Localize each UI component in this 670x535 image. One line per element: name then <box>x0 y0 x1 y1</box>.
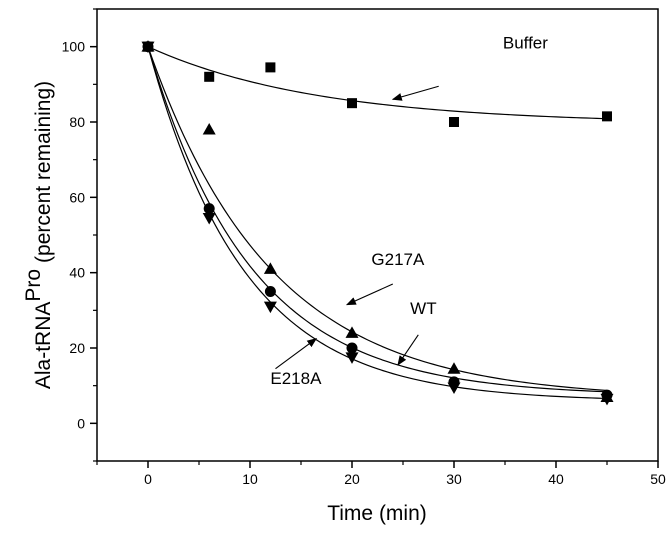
y-tick-label-60: 60 <box>69 189 85 205</box>
y-axis-title-main: Ala-tRNA <box>32 302 55 390</box>
point-buffer-3 <box>347 98 357 108</box>
x-tick-label-20: 20 <box>344 471 360 487</box>
point-g217a-3 <box>346 326 359 338</box>
x-tick-label-30: 30 <box>446 471 462 487</box>
axis-ticks: 0 10 20 30 40 50 0 20 40 60 80 100 <box>62 9 666 487</box>
fit-curve-g217a <box>148 47 607 391</box>
point-wt-2 <box>265 286 276 297</box>
annotation-arrow-wt <box>398 335 418 365</box>
point-buffer-1 <box>204 72 214 82</box>
point-wt-1 <box>204 203 215 214</box>
fit-curves <box>148 47 607 399</box>
annotation-arrow-e218a <box>276 339 317 369</box>
annotation-arrow-buffer <box>393 86 439 99</box>
point-g217a-1 <box>203 123 216 135</box>
y-axis-title-superscript: Pro <box>22 269 45 302</box>
y-axis-title-paren: (percent remaining) <box>32 81 55 263</box>
fit-curve-e218a <box>148 47 607 399</box>
data-points <box>142 40 614 405</box>
annotations: Buffer G217A WT E218A <box>270 34 548 388</box>
fit-curve-wt <box>148 47 607 392</box>
plot-frame <box>97 9 658 461</box>
point-e218a-3 <box>346 352 359 364</box>
x-tick-label-10: 10 <box>242 471 258 487</box>
y-tick-label-80: 80 <box>69 114 85 130</box>
x-tick-label-40: 40 <box>548 471 564 487</box>
annotation-label-buffer: Buffer <box>503 34 548 53</box>
x-tick-label-0: 0 <box>144 471 152 487</box>
y-axis-title: Ala-tRNAPro (percent remaining) <box>22 81 55 389</box>
fit-curve-buffer <box>148 47 607 119</box>
y-tick-label-20: 20 <box>69 340 85 356</box>
y-tick-label-0: 0 <box>77 415 85 431</box>
point-buffer-5 <box>602 111 612 121</box>
y-tick-label-100: 100 <box>62 39 86 55</box>
point-buffer-2 <box>265 62 275 72</box>
point-wt-3 <box>347 343 358 354</box>
y-tick-label-40: 40 <box>69 265 85 281</box>
annotation-arrow-g217a <box>347 284 393 305</box>
annotation-label-wt: WT <box>410 299 436 318</box>
point-e218a-4 <box>448 383 461 395</box>
annotation-label-g217a: G217A <box>371 250 425 269</box>
x-axis-title: Time (min) <box>327 502 427 525</box>
svg-text:Ala-tRNAPro(percent remaining): Ala-tRNAPro (percent remaining) <box>22 81 55 389</box>
point-buffer-4 <box>449 117 459 127</box>
annotation-label-e218a: E218A <box>270 369 322 388</box>
x-tick-label-50: 50 <box>650 471 666 487</box>
